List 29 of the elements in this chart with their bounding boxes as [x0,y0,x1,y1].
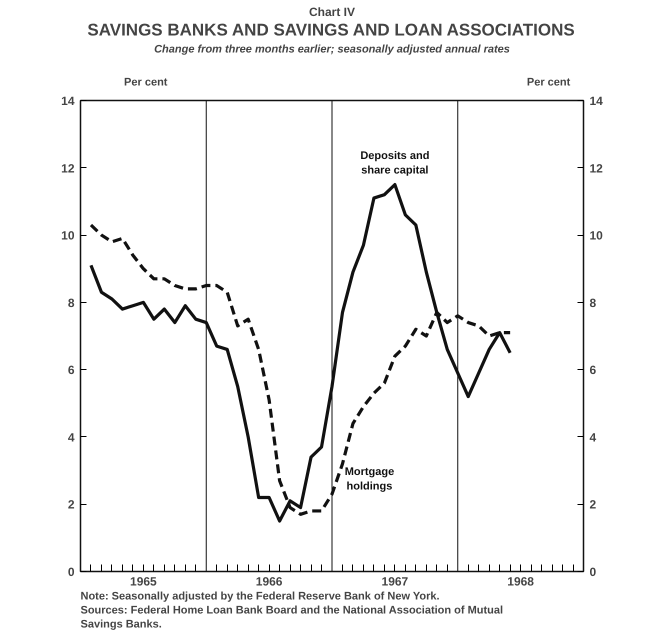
y-tick-label: 14 [61,94,75,108]
y2-tick-label: 14 [590,94,604,108]
y-tick-label: 10 [61,228,75,243]
y-tick-label: 6 [68,363,75,378]
y2-tick-label: 8 [590,296,596,310]
y2-tick-label: 4 [590,430,596,444]
chart-title: SAVINGS BANKS AND SAVINGS AND LOAN ASSOCIATIONS [87,20,575,40]
text: Chart IV [308,5,356,19]
y-tick-label: 4 [68,430,75,444]
x-tick-label: 1967 [382,574,409,588]
y2-tick-label: 10 [590,228,604,243]
y2-axis-title: Per cent [526,76,571,89]
x-tick-label: 1966 [256,574,283,588]
series-label: Deposits and share capital [360,150,430,177]
x-tick-label: 1965 [130,574,158,588]
source-note: Sources: Federal Home Loan Bank Board and the National Association of Mutual Savings Banks. [80,604,504,630]
y2-tick-label: 0 [590,565,596,579]
y-tick-label: 8 [68,296,75,310]
y2-tick-label: 12 [590,161,604,176]
x-tick-label: 1968 [507,574,534,588]
text: Note: Seasonally adjusted by the Federal Reserve Bank of New York. [80,590,440,602]
y-tick-label: 0 [68,565,75,579]
chart-subtitle: Change from three months earlier; seasonally adjusted annual rates [154,44,510,56]
series-label: Mortgage holdings [344,466,394,492]
y-axis-title: Per cent [124,76,168,89]
y-tick-label: 2 [68,498,75,512]
y-tick-label: 12 [61,161,75,176]
y2-tick-label: 6 [590,363,596,378]
y2-tick-label: 2 [590,498,596,512]
